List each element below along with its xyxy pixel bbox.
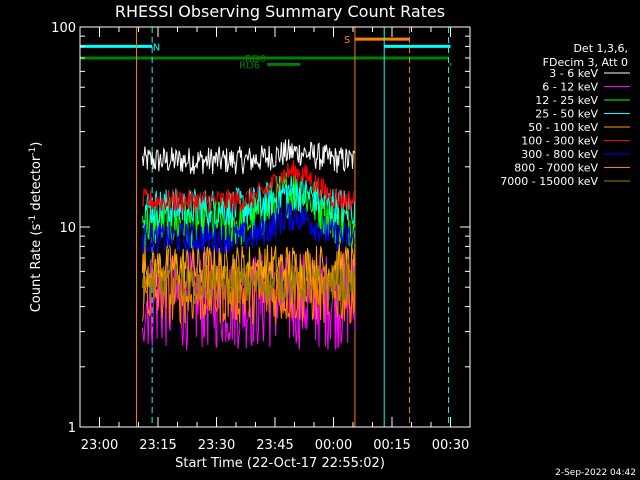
series-12-25-kev	[141, 172, 356, 249]
legend-label-12-25-kev: 12 - 25 keV	[535, 94, 598, 107]
legend-label-3-6-kev: 3 - 6 keV	[549, 67, 598, 80]
x-tick-label: 00:15	[373, 438, 410, 453]
x-tick-label: 23:45	[256, 438, 293, 453]
y-tick-label: 100	[51, 21, 76, 36]
y-axis-label-end: )	[29, 142, 44, 147]
series-layer	[141, 139, 356, 350]
flag-label-s: S	[344, 35, 350, 46]
legend-label-300-800-kev: 300 - 800 keV	[521, 148, 598, 161]
flag-label-n: N	[153, 42, 160, 53]
chart-title: RHESSI Observing Summary Count Rates	[115, 2, 445, 21]
x-tick-label: 23:30	[198, 438, 235, 453]
legend-label-7000-15000-kev: 7000 - 15000 keV	[500, 175, 598, 188]
flag-label-rd6: RD6	[239, 60, 260, 71]
x-tick-label: 23:15	[139, 438, 176, 453]
y-axis: 1 10 100	[51, 21, 470, 436]
legend-header-decimation: FDecim 3, Att 0	[543, 56, 628, 69]
y-axis-label-sup1: -1	[28, 215, 38, 224]
legend-header-detectors: Det 1,3,6,	[573, 42, 628, 55]
x-tick-label: 23:00	[81, 438, 118, 453]
series-100-300-kev	[141, 160, 356, 213]
y-axis-label-sup2: -1	[28, 147, 38, 156]
legend-label-100-300-kev: 100 - 300 keV	[521, 135, 598, 148]
x-axis: 23:00 23:15 23:30 23:45 00:00 00:15 00:30	[79, 27, 471, 453]
x-axis-label: Start Time (22-Oct-17 22:55:02)	[175, 456, 385, 471]
legend-label-6-12-kev: 6 - 12 keV	[542, 81, 598, 94]
legend-label-800-7000-kev: 800 - 7000 keV	[514, 162, 598, 175]
flag-label-rd0: RD0	[245, 54, 266, 65]
legend-label-50-100-kev: 50 - 100 keV	[528, 121, 598, 134]
legend-label-25-50-kev: 25 - 50 keV	[535, 108, 598, 121]
series-25-50-kev	[142, 175, 356, 229]
y-axis-label-main: Count Rate (s	[29, 224, 44, 313]
footer-date: 2-Sep-2022 04:42	[555, 468, 636, 478]
series-7000-15000-kev	[141, 262, 356, 304]
series-800-7000-kev	[141, 264, 356, 325]
series-3-6-kev	[141, 139, 356, 175]
x-tick-label: 00:00	[315, 438, 352, 453]
series-300-800-kev	[141, 200, 356, 255]
x-tick-label: 00:30	[432, 438, 469, 453]
y-tick-label: 1	[68, 421, 76, 436]
vertical-markers	[79, 27, 450, 427]
y-tick-label: 10	[59, 221, 76, 236]
y-axis-label: Count Rate (s-1 detector-1)	[28, 142, 44, 313]
y-axis-label-mid: detector	[29, 155, 44, 215]
